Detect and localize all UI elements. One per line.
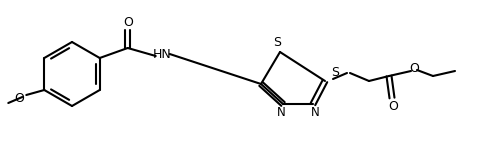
Text: O: O [409, 61, 419, 75]
Text: N: N [277, 105, 285, 119]
Text: O: O [388, 100, 398, 112]
Text: HN: HN [152, 47, 171, 61]
Text: S: S [331, 66, 339, 78]
Text: S: S [273, 37, 281, 49]
Text: O: O [14, 93, 24, 105]
Text: N: N [311, 105, 319, 119]
Text: O: O [123, 17, 133, 29]
